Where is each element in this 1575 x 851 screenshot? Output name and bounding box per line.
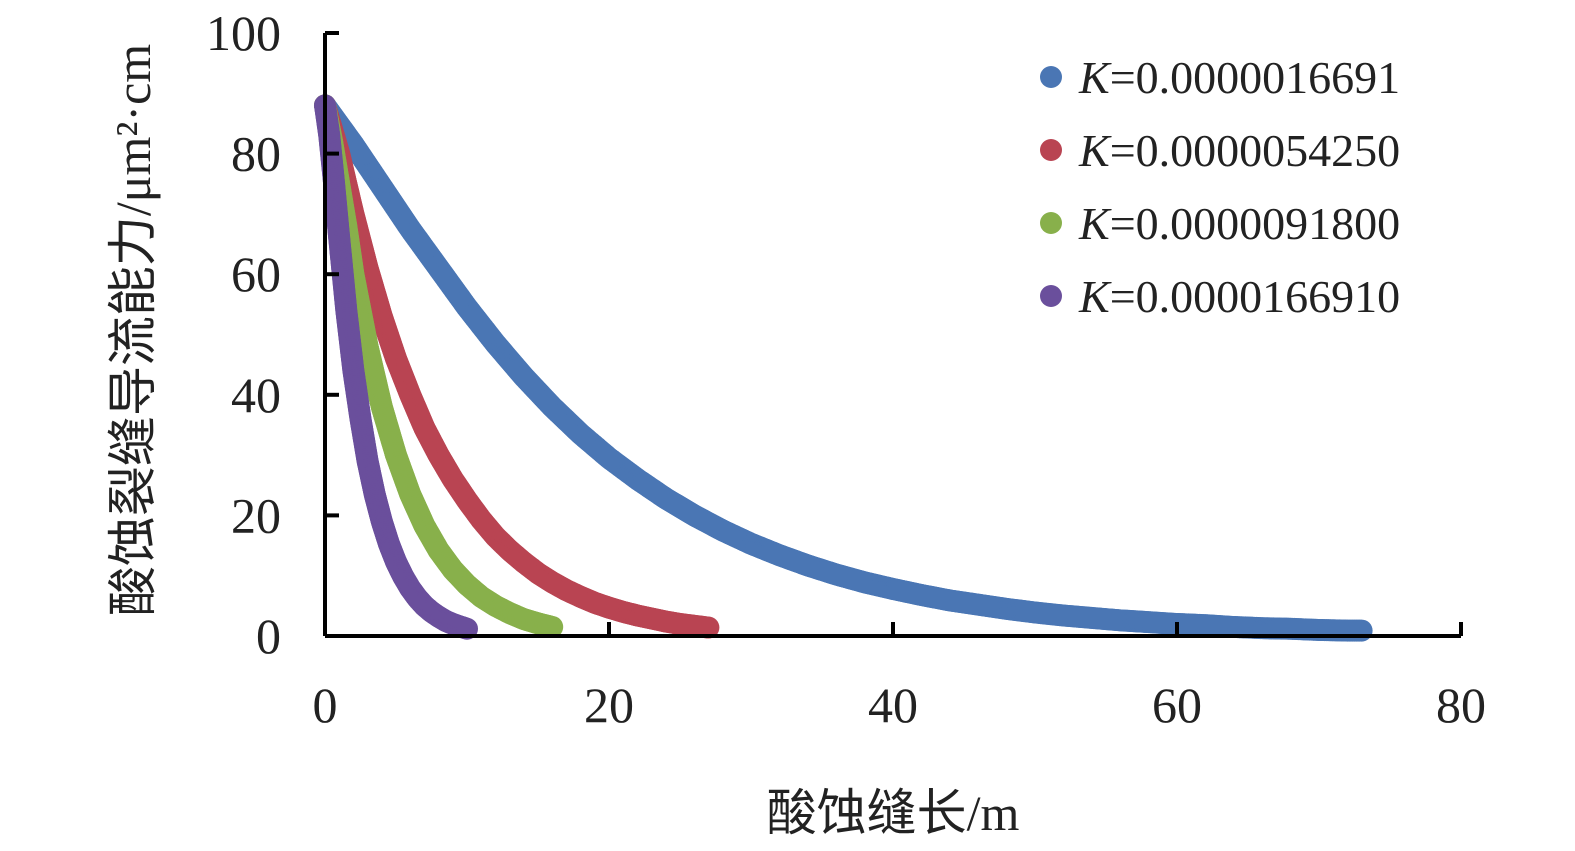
y-tick-label: 0 <box>256 608 281 664</box>
x-axis-title: 酸蚀缝长/m <box>767 785 1020 841</box>
legend-marker <box>1040 212 1062 234</box>
legend-marker <box>1040 139 1062 161</box>
legend-label: K=0.0000166910 <box>1078 271 1400 322</box>
legend-label: K=0.0000091800 <box>1078 198 1400 249</box>
legend-label: K=0.0000054250 <box>1078 125 1400 176</box>
legend-marker <box>1040 66 1062 88</box>
legend-marker <box>1040 285 1062 307</box>
legend-label-variable: K <box>1078 125 1112 176</box>
x-tick-label: 40 <box>868 677 918 733</box>
legend-label-variable: K <box>1078 271 1112 322</box>
legend: K=0.0000016691K=0.0000054250K=0.00000918… <box>1040 52 1400 322</box>
y-tick-label: 80 <box>231 126 281 182</box>
legend-label-value: =0.0000054250 <box>1110 125 1400 176</box>
y-tick-label: 60 <box>231 246 281 302</box>
legend-label-value: =0.0000091800 <box>1110 198 1400 249</box>
legend-label-value: =0.0000016691 <box>1110 52 1400 103</box>
y-tick-label: 40 <box>231 367 281 423</box>
y-axis-title: 酸蚀裂缝导流能力/μm²·cm <box>105 44 161 616</box>
x-tick-label: 20 <box>584 677 634 733</box>
legend-label-value: =0.0000166910 <box>1110 271 1400 322</box>
legend-label-variable: K <box>1078 52 1112 103</box>
x-tick-label: 0 <box>313 677 338 733</box>
ticks: 0 20 40 60 80 100 0 20 40 60 80 <box>206 5 1486 733</box>
legend-item: K=0.0000091800 <box>1040 198 1400 249</box>
y-tick-label: 100 <box>206 5 281 61</box>
y-tick-label: 20 <box>231 487 281 543</box>
legend-item: K=0.0000016691 <box>1040 52 1400 103</box>
data-point <box>1350 619 1373 642</box>
series-1 <box>314 94 1373 642</box>
legend-label-variable: K <box>1078 198 1112 249</box>
x-tick-label: 80 <box>1436 677 1486 733</box>
data-point <box>541 615 564 638</box>
legend-label: K=0.0000016691 <box>1078 52 1400 103</box>
legend-item: K=0.0000166910 <box>1040 271 1400 322</box>
series-layer <box>314 94 1373 642</box>
x-tick-label: 60 <box>1152 677 1202 733</box>
data-point <box>697 616 720 639</box>
legend-item: K=0.0000054250 <box>1040 125 1400 176</box>
